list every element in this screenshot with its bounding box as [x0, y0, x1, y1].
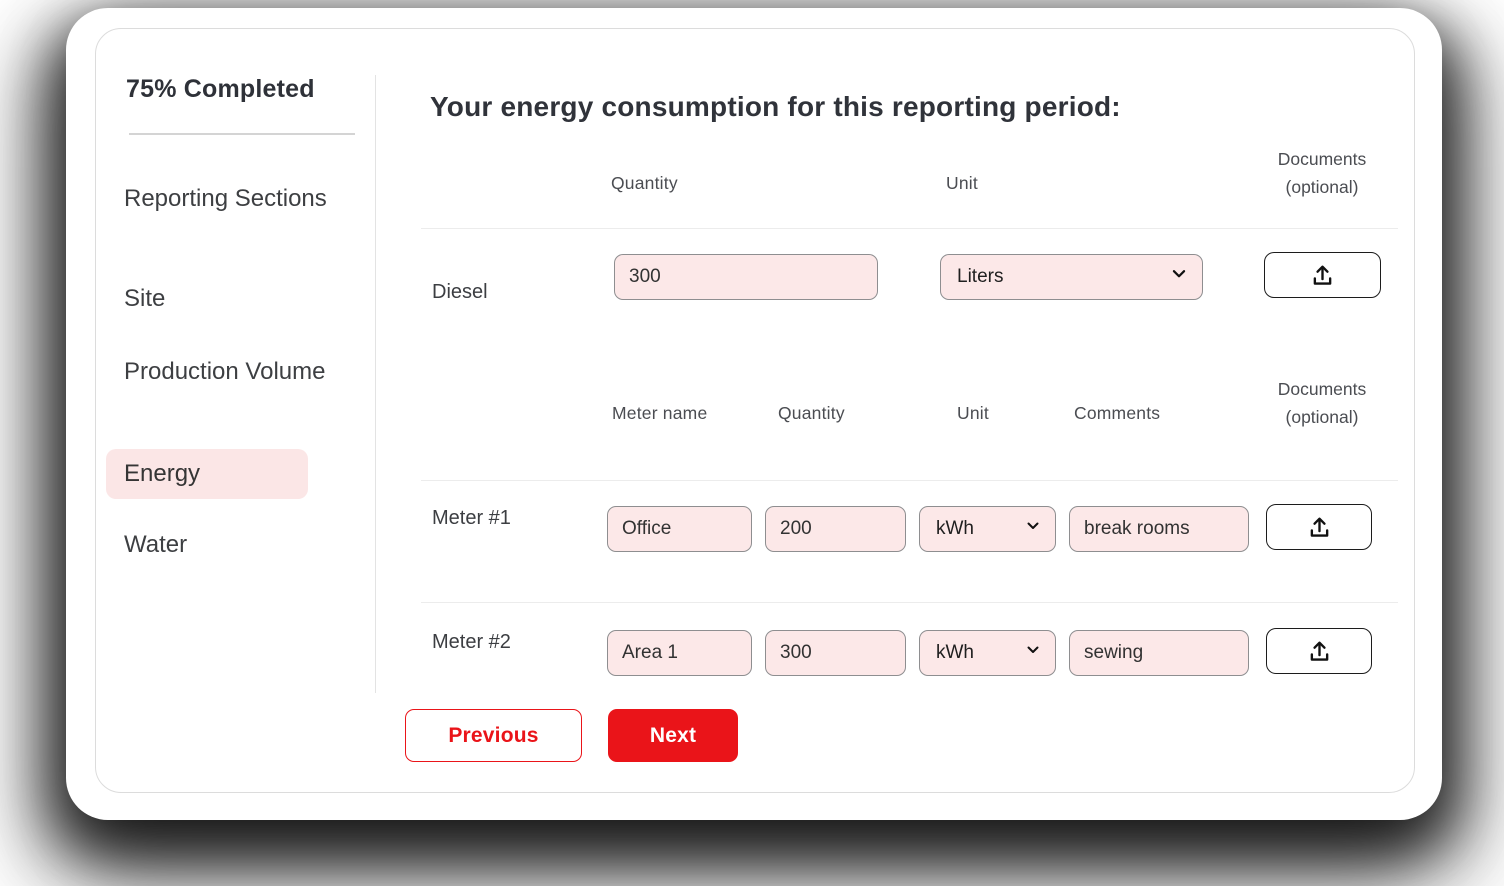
fuel-unit-header: Unit	[946, 173, 978, 193]
meter1-name-input[interactable]	[607, 506, 752, 552]
meter-unit-header: Unit	[957, 403, 989, 423]
chevron-down-icon	[1025, 518, 1041, 540]
meter2-unit-select[interactable]: kWh	[919, 630, 1056, 676]
meter-comments-header: Comments	[1074, 403, 1161, 423]
next-button[interactable]: Next	[608, 709, 738, 762]
diesel-quantity-input[interactable]	[614, 254, 878, 300]
chevron-down-icon	[1025, 642, 1041, 664]
meter-table-divider-top	[421, 480, 1398, 481]
meter2-comments-input[interactable]	[1069, 630, 1249, 676]
meter-name-header: Meter name	[612, 403, 708, 423]
meter1-unit-value: kWh	[936, 518, 974, 539]
diesel-unit-value: Liters	[957, 266, 1004, 287]
meter-documents-header-line1: Documents	[1277, 379, 1367, 399]
sidebar-item-site[interactable]: Site	[124, 285, 166, 312]
chevron-down-icon	[1170, 265, 1188, 289]
meter1-quantity-input[interactable]	[765, 506, 906, 552]
meter1-upload-button[interactable]	[1266, 504, 1372, 550]
diesel-upload-button[interactable]	[1264, 252, 1381, 298]
meter2-row-label: Meter #2	[432, 631, 511, 653]
fuel-row-label-diesel: Diesel	[432, 281, 488, 303]
upload-icon	[1306, 514, 1333, 541]
sidebar-item-water[interactable]: Water	[124, 531, 188, 558]
meter-documents-header-line2: (optional)	[1285, 407, 1359, 427]
progress-divider	[129, 133, 355, 135]
meter1-row-label: Meter #1	[432, 507, 511, 529]
fuel-table-divider	[421, 228, 1398, 229]
sidebar-item-energy-label: Energy	[124, 460, 201, 487]
meter2-quantity-input[interactable]	[765, 630, 906, 676]
page-title: Your energy consumption for this reporti…	[430, 91, 1121, 122]
upload-icon	[1306, 638, 1333, 665]
sidebar-content-divider	[375, 75, 376, 693]
meter1-comments-input[interactable]	[1069, 506, 1249, 552]
meter2-unit-value: kWh	[936, 642, 974, 663]
meter-quantity-header: Quantity	[778, 403, 845, 423]
upload-icon	[1309, 262, 1336, 289]
meter2-name-input[interactable]	[607, 630, 752, 676]
meter1-unit-select[interactable]: kWh	[919, 506, 1056, 552]
sidebar-item-reporting-sections[interactable]: Reporting Sections	[124, 185, 327, 212]
diesel-unit-select[interactable]: Liters	[940, 254, 1203, 300]
fuel-documents-header: Documents (optional)	[1222, 145, 1422, 201]
modal-card: 75% Completed Reporting Sections Site Pr…	[66, 8, 1442, 820]
sidebar-item-energy-active[interactable]: Energy	[106, 449, 308, 499]
fuel-quantity-header: Quantity	[611, 173, 678, 193]
meter-documents-header: Documents (optional)	[1222, 375, 1422, 431]
fuel-documents-header-line2: (optional)	[1285, 177, 1359, 197]
fuel-documents-header-line1: Documents	[1277, 149, 1367, 169]
previous-button[interactable]: Previous	[405, 709, 582, 762]
sidebar-item-production-volume[interactable]: Production Volume	[124, 358, 326, 385]
form-panel: 75% Completed Reporting Sections Site Pr…	[95, 28, 1415, 793]
meter-row-divider	[421, 602, 1398, 603]
meter2-upload-button[interactable]	[1266, 628, 1372, 674]
progress-label: 75% Completed	[126, 75, 315, 103]
